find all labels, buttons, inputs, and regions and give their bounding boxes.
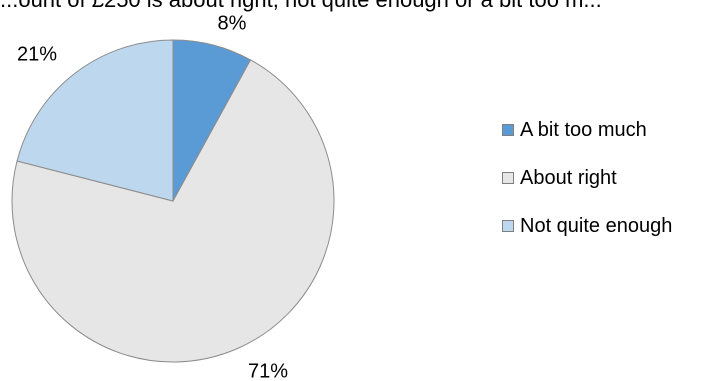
legend-swatch-about-right	[502, 172, 514, 184]
legend-item-not-quite-enough: Not quite enough	[502, 202, 672, 250]
chart-title: ...ount of £250 is about right, not quit…	[0, 0, 706, 12]
legend-item-about-right: About right	[502, 154, 672, 202]
legend: A bit too much About right Not quite eno…	[502, 106, 672, 250]
legend-swatch-not-quite-enough	[502, 220, 514, 232]
data-label-a-bit-too-much: 8%	[218, 12, 247, 34]
legend-label-about-right: About right	[520, 166, 617, 189]
legend-swatch-a-bit-too-much	[502, 124, 514, 136]
pie-slice-about-right	[11, 59, 335, 363]
data-label-about-right: 71%	[248, 360, 288, 381]
legend-label-not-quite-enough: Not quite enough	[520, 214, 673, 237]
pie-slice-not-quite-enough	[16, 39, 174, 202]
data-label-not-quite-enough: 21%	[17, 43, 57, 65]
legend-label-a-bit-too-much: A bit too much	[520, 118, 647, 141]
legend-item-a-bit-too-much: A bit too much	[502, 106, 672, 154]
